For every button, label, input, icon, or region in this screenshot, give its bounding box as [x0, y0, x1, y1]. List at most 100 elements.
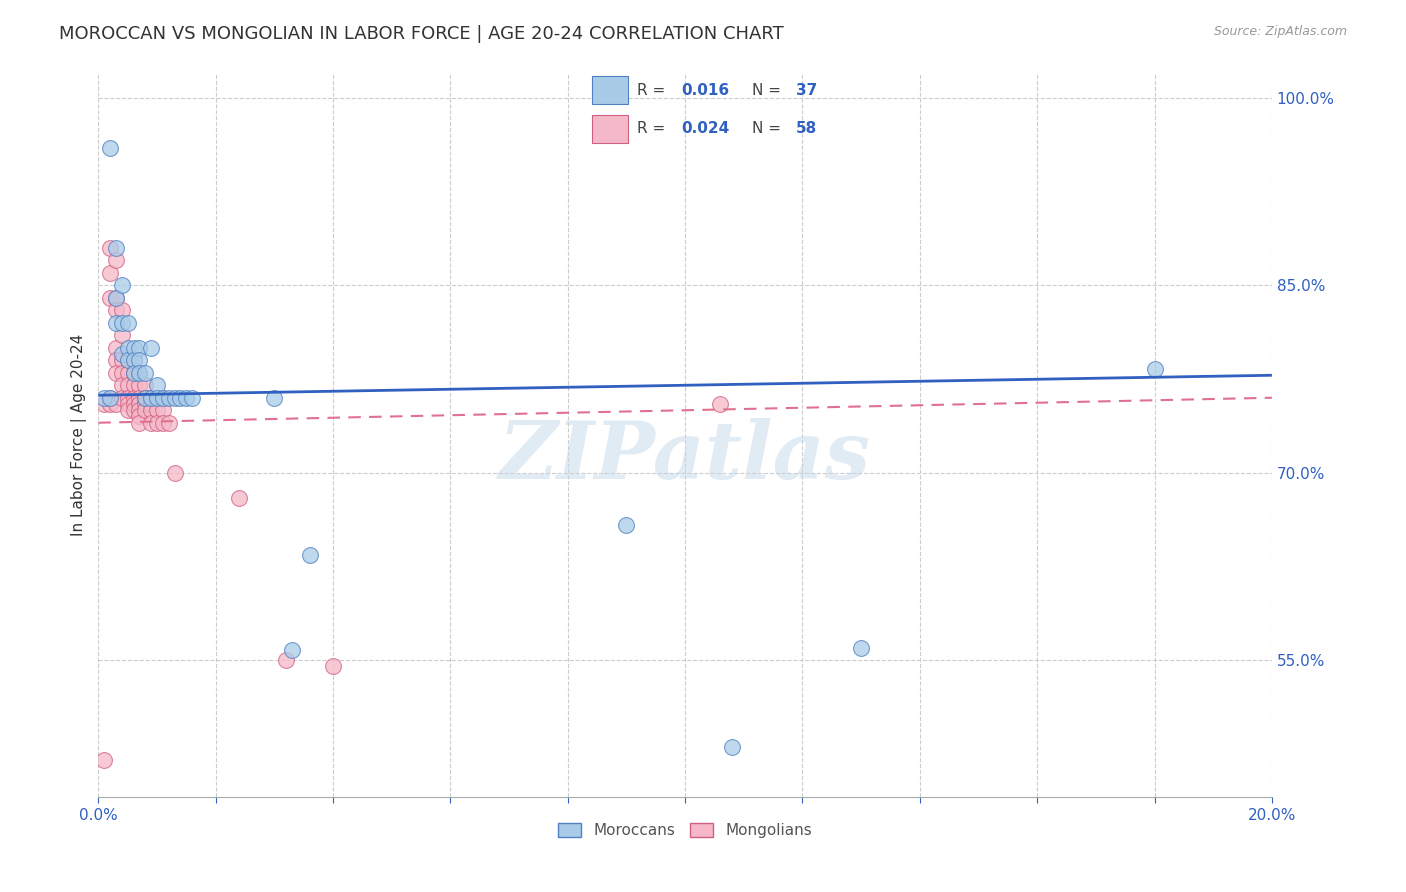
Point: [152, 391, 174, 405]
Point: [117, 316, 139, 330]
Point: [128, 403, 150, 417]
Point: [141, 391, 163, 405]
Point: [104, 253, 127, 268]
Point: [141, 397, 163, 411]
Point: [111, 328, 134, 343]
Point: [228, 491, 250, 505]
Point: [128, 409, 150, 424]
FancyBboxPatch shape: [592, 76, 627, 104]
Point: [122, 391, 145, 405]
Text: R =: R =: [637, 83, 669, 98]
Point: [122, 378, 145, 392]
Text: 58: 58: [796, 121, 817, 136]
Point: [163, 466, 186, 480]
Point: [709, 397, 731, 411]
Point: [93, 391, 115, 405]
Text: Source: ZipAtlas.com: Source: ZipAtlas.com: [1213, 25, 1347, 38]
Point: [152, 403, 174, 417]
Legend: Moroccans, Mongolians: Moroccans, Mongolians: [553, 817, 818, 844]
Text: 0.024: 0.024: [681, 121, 730, 136]
Text: MOROCCAN VS MONGOLIAN IN LABOR FORCE | AGE 20-24 CORRELATION CHART: MOROCCAN VS MONGOLIAN IN LABOR FORCE | A…: [59, 25, 783, 43]
Point: [157, 416, 180, 430]
Point: [122, 353, 145, 368]
Point: [141, 403, 163, 417]
Point: [181, 391, 204, 405]
Point: [122, 397, 145, 411]
Text: 37: 37: [796, 83, 817, 98]
Point: [117, 366, 139, 380]
Point: [122, 353, 145, 368]
Point: [117, 378, 139, 392]
Text: 0.016: 0.016: [681, 83, 730, 98]
Point: [146, 391, 169, 405]
Point: [93, 397, 115, 411]
Point: [146, 378, 169, 392]
Point: [98, 291, 121, 305]
Point: [134, 391, 156, 405]
Text: N =: N =: [752, 121, 786, 136]
Point: [141, 416, 163, 430]
Point: [122, 366, 145, 380]
Point: [98, 391, 121, 405]
Point: [298, 548, 321, 562]
Point: [134, 366, 156, 380]
Point: [128, 378, 150, 392]
Point: [146, 403, 169, 417]
Point: [117, 353, 139, 368]
Point: [104, 241, 127, 255]
Point: [98, 391, 121, 405]
Point: [104, 341, 127, 355]
Point: [721, 740, 744, 755]
Point: [98, 397, 121, 411]
Point: [281, 643, 304, 657]
Point: [111, 378, 134, 392]
Point: [117, 403, 139, 417]
Point: [128, 341, 150, 355]
Point: [176, 391, 198, 405]
Point: [104, 366, 127, 380]
Point: [117, 391, 139, 405]
Point: [111, 316, 134, 330]
Point: [93, 753, 115, 767]
Point: [117, 341, 139, 355]
Point: [163, 391, 186, 405]
Point: [98, 266, 121, 280]
Point: [263, 391, 285, 405]
Point: [111, 391, 134, 405]
Point: [104, 303, 127, 318]
Point: [141, 341, 163, 355]
Point: [128, 366, 150, 380]
Text: R =: R =: [637, 121, 669, 136]
Point: [146, 416, 169, 430]
Point: [122, 403, 145, 417]
Point: [104, 291, 127, 305]
Point: [111, 347, 134, 361]
Point: [128, 353, 150, 368]
Point: [98, 241, 121, 255]
Text: N =: N =: [752, 83, 786, 98]
Point: [111, 353, 134, 368]
Point: [141, 391, 163, 405]
Point: [322, 659, 344, 673]
Point: [111, 303, 134, 318]
FancyBboxPatch shape: [592, 115, 627, 143]
Point: [111, 366, 134, 380]
Point: [128, 397, 150, 411]
Point: [134, 397, 156, 411]
Y-axis label: In Labor Force | Age 20-24: In Labor Force | Age 20-24: [72, 334, 87, 536]
Point: [104, 316, 127, 330]
Point: [134, 378, 156, 392]
Point: [152, 391, 174, 405]
Point: [134, 391, 156, 405]
Point: [98, 141, 121, 155]
Point: [117, 397, 139, 411]
Point: [152, 416, 174, 430]
Point: [128, 416, 150, 430]
Point: [1143, 362, 1166, 376]
Point: [104, 397, 127, 411]
Point: [111, 278, 134, 293]
Point: [616, 518, 638, 533]
Point: [274, 653, 297, 667]
Point: [849, 640, 872, 655]
Point: [122, 366, 145, 380]
